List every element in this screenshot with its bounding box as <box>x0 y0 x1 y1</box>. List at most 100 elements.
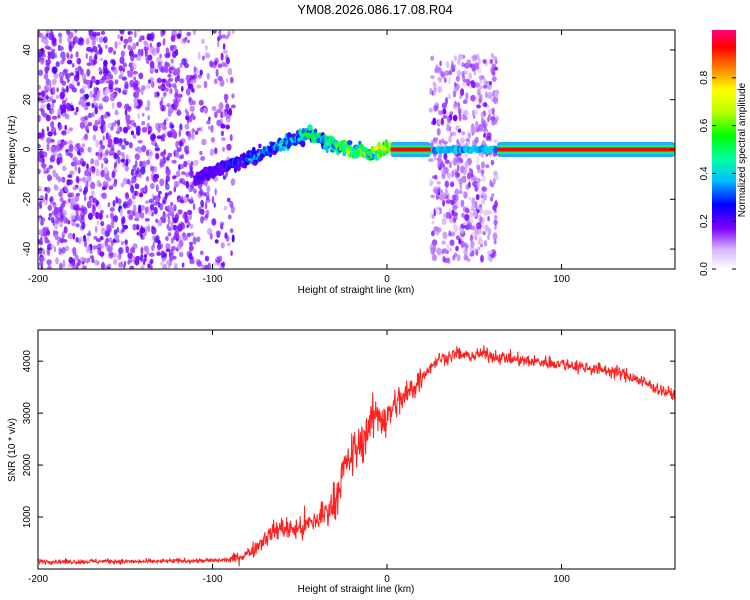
noise-blob <box>115 196 119 204</box>
noise-blob <box>179 199 185 204</box>
noise-blob <box>136 41 139 47</box>
noise-blob <box>53 230 59 235</box>
noise-blob <box>147 115 150 121</box>
noise-blob <box>445 111 449 116</box>
noise-blob <box>151 193 155 198</box>
noise-blob <box>38 201 42 207</box>
noise-blob <box>225 235 230 242</box>
noise-blob <box>220 123 226 129</box>
noise-blob <box>61 231 65 236</box>
noise-blob <box>227 30 231 37</box>
noise-blob <box>483 133 487 138</box>
noise-blob <box>86 175 92 183</box>
noise-blob <box>220 52 224 61</box>
noise-blob <box>150 133 156 142</box>
noise-blob <box>82 78 87 84</box>
noise-blob <box>116 101 122 108</box>
noise-blob <box>47 53 51 61</box>
noise-blob <box>189 170 194 179</box>
noise-blob <box>201 38 205 45</box>
noise-blob <box>145 248 150 256</box>
noise-blob <box>109 93 116 98</box>
noise-blob <box>201 264 205 269</box>
noise-blob <box>155 68 159 74</box>
noise-blob <box>68 256 74 264</box>
noise-blob <box>448 76 451 85</box>
noise-blob <box>104 230 110 237</box>
noise-blob <box>70 105 74 110</box>
noise-blob <box>210 124 214 133</box>
noise-blob <box>206 120 211 125</box>
noise-blob <box>165 47 169 54</box>
noise-blob <box>75 209 79 217</box>
spectrogram-x-tick-label: -100 <box>203 274 223 285</box>
noise-blob <box>112 252 117 258</box>
noise-blob <box>86 200 92 209</box>
noise-blob <box>127 36 133 43</box>
noise-blob <box>170 35 176 42</box>
noise-blob <box>94 225 98 234</box>
figure-title: YM08.2026.086.17.08.R04 <box>297 2 453 17</box>
noise-blob <box>136 30 141 33</box>
noise-blob <box>40 90 46 97</box>
noise-blob <box>462 115 468 121</box>
noise-blob <box>141 145 147 153</box>
noise-blob <box>118 198 122 205</box>
noise-blob <box>480 254 484 263</box>
noise-blob <box>62 215 67 224</box>
noise-blob <box>106 224 111 232</box>
noise-blob <box>63 226 68 234</box>
noise-blob <box>98 67 102 72</box>
noise-blob <box>56 157 61 165</box>
noise-blob <box>132 42 137 50</box>
noise-blob <box>71 265 76 269</box>
noise-blob <box>67 31 74 39</box>
noise-blob <box>169 44 174 52</box>
noise-blob <box>458 189 463 195</box>
noise-blob <box>157 85 164 90</box>
noise-blob <box>226 242 231 247</box>
noise-blob <box>58 262 63 269</box>
noise-blob <box>160 261 164 267</box>
noise-blob <box>446 124 450 132</box>
noise-blob <box>124 192 129 200</box>
noise-blob <box>430 55 435 61</box>
noise-blob <box>441 248 444 255</box>
snr-frame <box>37 329 676 570</box>
noise-blob <box>66 179 71 186</box>
noise-blob <box>470 172 474 178</box>
noise-blob <box>96 32 101 36</box>
noise-blob <box>85 237 90 242</box>
noise-blob <box>196 84 202 89</box>
noise-blob <box>64 245 70 251</box>
noise-blob <box>133 54 138 58</box>
noise-blob <box>178 155 183 160</box>
noise-blob <box>62 200 67 204</box>
noise-blob <box>39 107 43 112</box>
noise-blob <box>492 204 497 211</box>
noise-blob <box>104 181 109 189</box>
noise-blob <box>135 171 141 178</box>
noise-blob <box>87 80 91 88</box>
noise-blob <box>103 59 108 67</box>
noise-blob <box>152 241 155 249</box>
noise-blob <box>78 236 84 244</box>
signal-blob <box>258 143 262 149</box>
noise-blob <box>180 222 186 230</box>
noise-blob <box>72 79 75 86</box>
noise-blob <box>81 137 85 141</box>
noise-blob <box>84 93 90 100</box>
noise-blob <box>75 175 80 184</box>
noise-blob <box>134 30 137 38</box>
noise-blob <box>229 200 234 208</box>
noise-blob <box>107 113 111 117</box>
noise-blob <box>80 100 87 108</box>
noise-blob <box>156 252 161 256</box>
noise-blob <box>162 199 166 205</box>
noise-blob <box>79 121 86 129</box>
noise-blob <box>78 100 82 106</box>
noise-blob <box>203 80 208 89</box>
noise-blob <box>128 214 134 221</box>
noise-blob <box>128 258 133 263</box>
